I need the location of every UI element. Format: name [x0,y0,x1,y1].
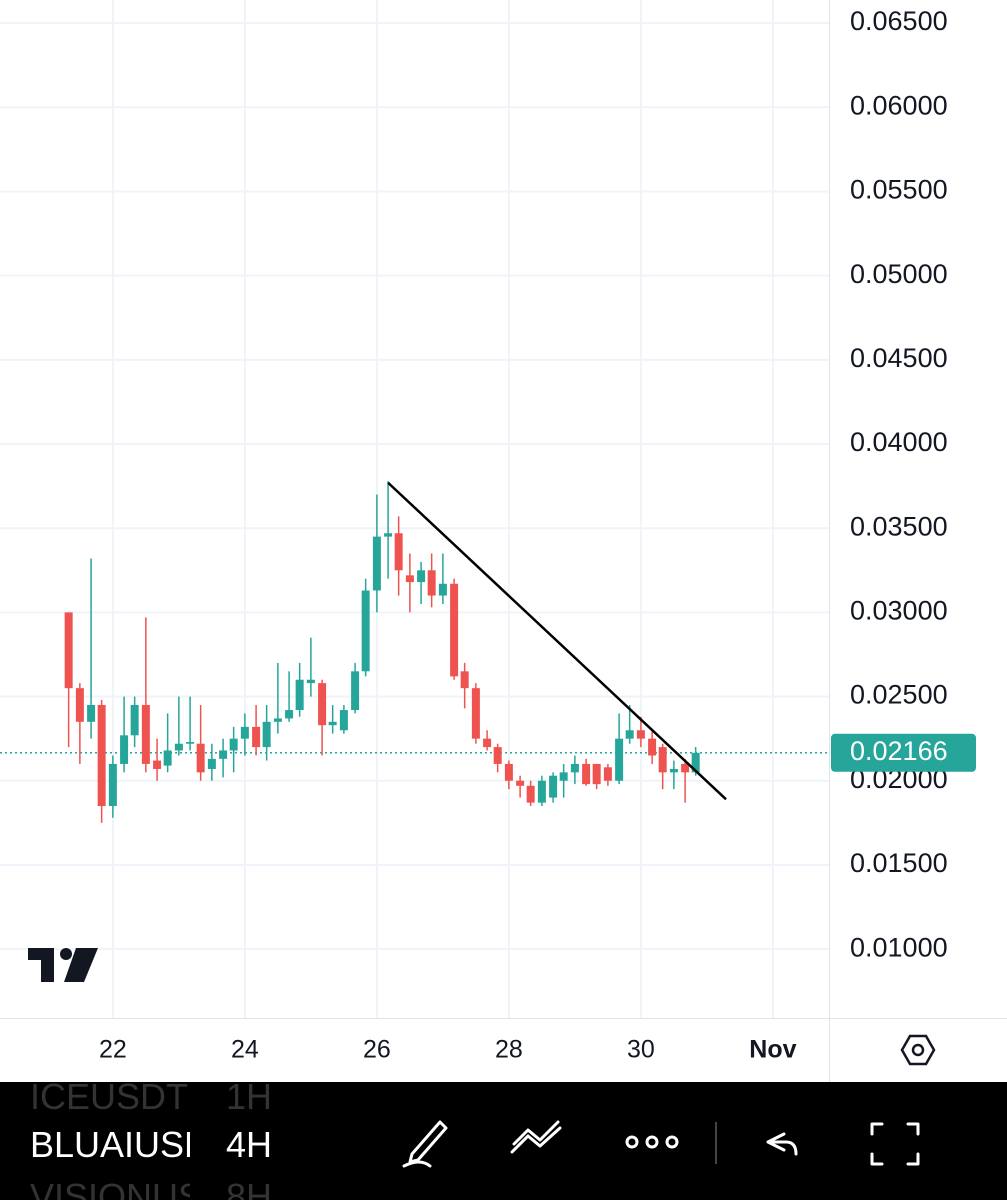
candle-body [130,704,139,736]
candle-body [120,735,129,764]
candle-body [64,612,73,689]
more-icon[interactable] [625,1135,639,1149]
candle-body [285,710,294,719]
candle-body [625,730,634,739]
last-price-label: 0.02166 [850,736,948,766]
toolbar: ICEUSDT 1H BLUAIUSDT 4H VISIONUSDT 8H [0,1082,1007,1200]
y-tick-label: 0.03000 [850,596,948,626]
candle-body [460,671,469,689]
candle-body [681,763,690,773]
toolbar-icons [402,1120,920,1168]
y-tick-label: 0.06500 [850,6,948,36]
candle-body [196,743,205,773]
candle-body [592,763,601,785]
interval[interactable]: 4H [226,1124,273,1165]
candle-body [141,704,150,764]
candle-body [438,583,447,596]
x-tick-label: 30 [627,1036,655,1064]
candle-body [493,747,502,764]
symbol[interactable]: ICEUSDT [30,1082,189,1117]
candle-body [318,683,327,726]
candle-body [361,590,370,672]
candle-body [339,710,348,731]
chart: 0.06500 0.06000 0.05500 0.05000 0.04500 0.040… [0,0,1007,1082]
x-tick-label: 28 [495,1036,523,1064]
candle-body [648,738,657,756]
candle-body [207,758,216,769]
y-tick-label: 0.05000 [850,259,948,289]
candle-body [471,688,480,739]
candle-body [582,763,591,785]
candle-body [75,688,84,722]
last-price-tag [831,733,976,772]
draw-icon[interactable] [402,1120,448,1168]
candle-body [615,738,624,781]
symbol[interactable]: BLUAIUSDT [30,1124,190,1165]
candle-body [504,763,513,781]
candle-body [163,750,172,766]
candle-body [570,763,579,773]
candle-body [273,718,282,722]
candle-body [87,704,96,722]
candle-body [219,750,228,759]
candle-body [174,743,183,751]
candle-body [549,775,558,798]
candle-body [427,570,436,596]
fullscreen-icon[interactable] [870,1122,920,1166]
y-tick-label: 0.01000 [850,932,948,962]
candle-body [306,679,315,684]
trendline [387,481,727,801]
more-icon[interactable] [665,1135,679,1149]
lines-icon[interactable] [510,1120,562,1154]
y-tick-label: 0.06000 [850,90,948,120]
candle-body [252,726,261,748]
candle-body [658,747,667,773]
candle-body [669,768,678,773]
candle-body [108,763,117,807]
candle-body [240,726,249,739]
y-tick-label: 0.03500 [850,511,948,541]
candle-body [262,721,271,748]
candle-body [526,785,535,803]
interval[interactable]: 1H [226,1082,273,1117]
candle-body [97,704,106,807]
candle-body [153,760,162,769]
candle-body [417,570,426,583]
more-icon[interactable] [645,1135,659,1149]
candle-body [483,738,492,748]
candle-body [691,752,700,773]
interval[interactable]: 8H [226,1176,273,1200]
y-tick-label: 0.04500 [850,343,948,373]
y-tick-label: 0.05500 [850,175,948,205]
grid [0,0,829,1018]
candle-body [636,730,645,739]
candle-body [603,767,612,781]
candle-body [384,533,393,537]
candle-body [394,533,403,571]
x-tick-label: 24 [231,1036,259,1064]
candle-body [516,780,525,786]
candle-body [186,742,195,744]
candle-body [450,583,459,677]
candle-body [229,738,238,751]
candle-body [295,679,304,711]
y-tick-label: 0.04000 [850,427,948,457]
undo-icon[interactable] [766,1132,798,1156]
x-tick-label: 22 [99,1036,127,1064]
settings-icon[interactable] [900,1034,936,1066]
y-tick-label: 0.02500 [850,680,948,710]
candle-body [351,671,360,711]
symbol[interactable]: VISIONUSDT [30,1176,190,1200]
x-tick-label: 26 [363,1036,391,1064]
y-tick-label: 0.01500 [850,848,948,878]
candle-body [372,536,381,591]
candle-body [328,721,337,726]
x-tick-label: Nov [749,1036,796,1064]
candle-body [537,780,546,803]
candle-body [559,772,568,781]
candle-body [405,575,414,583]
logo [28,948,98,982]
